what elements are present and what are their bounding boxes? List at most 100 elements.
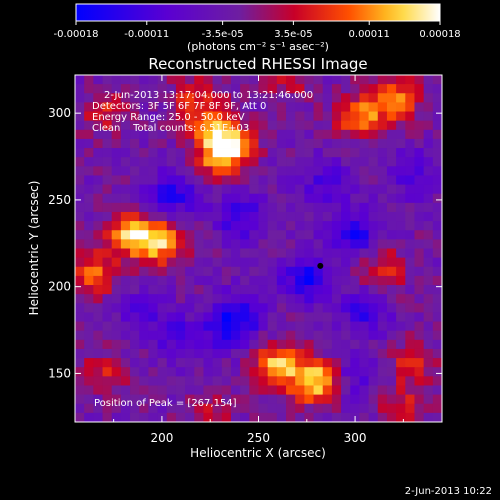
heatmap-cell bbox=[396, 84, 406, 94]
heatmap-cell bbox=[341, 248, 351, 259]
heatmap-cell bbox=[212, 312, 223, 322]
heatmap-cell bbox=[93, 248, 103, 259]
heatmap-cell bbox=[185, 129, 195, 140]
heatmap-cell bbox=[377, 175, 388, 185]
heatmap-cell bbox=[304, 248, 314, 259]
heatmap-cell bbox=[405, 148, 415, 158]
heatmap-cell bbox=[240, 367, 250, 377]
heatmap-cell bbox=[157, 175, 168, 185]
heatmap-cell bbox=[322, 120, 333, 131]
heatmap-cell bbox=[249, 367, 259, 377]
heatmap-cell bbox=[341, 75, 351, 85]
heatmap-cell bbox=[175, 348, 186, 359]
x-tick-label: 300 bbox=[344, 431, 367, 445]
heatmap-cell bbox=[350, 275, 360, 286]
heatmap-cell bbox=[432, 239, 443, 249]
heatmap-cell bbox=[185, 84, 195, 94]
heatmap-cell bbox=[368, 184, 379, 195]
heatmap-cell bbox=[240, 348, 250, 359]
heatmap-cell bbox=[185, 93, 195, 103]
heatmap-cell bbox=[130, 330, 140, 341]
heatmap-cell bbox=[350, 129, 360, 140]
heatmap-cell bbox=[84, 157, 94, 167]
heatmap-cell bbox=[423, 385, 434, 396]
heatmap-cell bbox=[405, 412, 415, 423]
heatmap-cell bbox=[75, 285, 85, 295]
heatmap-cell bbox=[93, 211, 103, 222]
heatmap-cell bbox=[368, 138, 379, 149]
heatmap-cell bbox=[258, 266, 269, 277]
heatmap-cell bbox=[304, 211, 314, 222]
heatmap-cell bbox=[377, 184, 388, 195]
heatmap-cell bbox=[230, 285, 241, 295]
heatmap-cell bbox=[102, 111, 113, 122]
heatmap-cell bbox=[267, 84, 278, 94]
heatmap-cell bbox=[350, 385, 360, 396]
heatmap-cell bbox=[267, 157, 278, 167]
heatmap-cell bbox=[423, 93, 434, 103]
heatmap-cell bbox=[212, 285, 223, 295]
heatmap-cell bbox=[203, 166, 214, 176]
heatmap-cell bbox=[368, 148, 379, 158]
heatmap-cell bbox=[414, 358, 425, 368]
heatmap-cell bbox=[221, 84, 232, 94]
heatmap-cell bbox=[166, 330, 177, 341]
heatmap-cell bbox=[331, 239, 342, 249]
heatmap-cell bbox=[258, 93, 269, 103]
heatmap-cell bbox=[240, 184, 250, 195]
heatmap-cell bbox=[405, 294, 415, 304]
heatmap-cell bbox=[221, 211, 232, 222]
heatmap-cell bbox=[267, 303, 278, 313]
heatmap-cell bbox=[432, 285, 443, 295]
heatmap-cell bbox=[286, 303, 296, 313]
heatmap-cell bbox=[120, 166, 131, 176]
heatmap-cell bbox=[368, 266, 379, 277]
heatmap-cell bbox=[139, 403, 149, 414]
heatmap-cell bbox=[304, 102, 314, 112]
heatmap-cell bbox=[368, 312, 379, 322]
heatmap-cell bbox=[258, 184, 269, 195]
heatmap-cell bbox=[240, 166, 250, 176]
heatmap-cell bbox=[240, 193, 250, 204]
heatmap-cell bbox=[341, 266, 351, 277]
heatmap-cell bbox=[258, 211, 269, 222]
heatmap-cell bbox=[267, 348, 278, 359]
heatmap-cell bbox=[432, 385, 443, 396]
heatmap-cell bbox=[166, 148, 177, 158]
heatmap-cell bbox=[194, 257, 204, 268]
heatmap-cell bbox=[405, 321, 415, 332]
heatmap-cell bbox=[322, 111, 333, 122]
heatmap-cell bbox=[414, 248, 425, 259]
heatmap-cell bbox=[102, 230, 113, 240]
heatmap-cell bbox=[341, 403, 351, 414]
heatmap-cell bbox=[185, 248, 195, 259]
heatmap-cell bbox=[148, 266, 158, 277]
heatmap-cell bbox=[423, 367, 434, 377]
heatmap-cell bbox=[212, 339, 223, 350]
heatmap-cell bbox=[304, 330, 314, 341]
heatmap-cell bbox=[368, 394, 379, 405]
heatmap-cell bbox=[194, 321, 204, 332]
heatmap-cell bbox=[286, 111, 296, 122]
heatmap-cell bbox=[139, 193, 149, 204]
heatmap-cell bbox=[102, 120, 113, 131]
heatmap-cell bbox=[212, 120, 223, 131]
heatmap-cell bbox=[432, 294, 443, 304]
heatmap-cell bbox=[386, 102, 397, 112]
heatmap-cell bbox=[102, 202, 113, 213]
heatmap-cell bbox=[185, 358, 195, 368]
heatmap-cell bbox=[350, 102, 360, 112]
heatmap-cell bbox=[377, 230, 388, 240]
heatmap-cell bbox=[240, 84, 250, 94]
heatmap-cell bbox=[350, 303, 360, 313]
heatmap-cell bbox=[194, 330, 204, 341]
heatmap-cell bbox=[386, 93, 397, 103]
heatmap-cell bbox=[423, 394, 434, 405]
heatmap-cell bbox=[120, 211, 131, 222]
heatmap-cell bbox=[423, 248, 434, 259]
heatmap-cell bbox=[414, 221, 425, 231]
heatmap-cell bbox=[75, 275, 85, 286]
heatmap-cell bbox=[130, 248, 140, 259]
heatmap-cell bbox=[84, 166, 94, 176]
heatmap-cell bbox=[313, 193, 324, 204]
